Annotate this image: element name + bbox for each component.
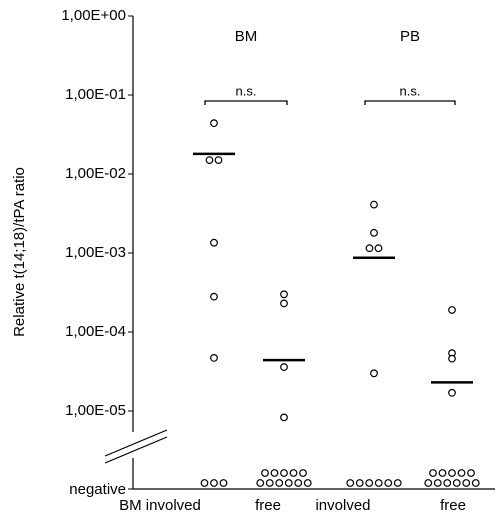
annotation: n.s.: [400, 83, 421, 98]
data-point: [280, 290, 288, 299]
negative-point: [219, 479, 228, 487]
negative-point: [433, 479, 442, 487]
data-point: [365, 244, 374, 253]
bracket: [204, 100, 288, 105]
data-point: [370, 228, 378, 237]
negative-point: [467, 469, 475, 477]
negative-point: [365, 479, 374, 487]
data-point: [210, 119, 218, 128]
axis-break: [104, 436, 168, 464]
negative-point: [429, 469, 437, 477]
y-axis-label: Relative t(14;18)/tPA ratio: [11, 167, 28, 337]
data-point: [214, 156, 223, 164]
negative-point: [355, 479, 364, 487]
negative-point: [448, 469, 456, 477]
negative-point: [384, 479, 393, 487]
negative-point: [443, 479, 452, 487]
x-tick-label: involved: [315, 497, 370, 514]
negative-point: [471, 479, 480, 487]
axis-break: [104, 429, 168, 457]
negative-point: [393, 479, 402, 487]
negative-point: [424, 479, 433, 487]
y-tick-label: 1,00E-04: [65, 323, 126, 340]
data-point: [448, 388, 456, 397]
y-tick-label: 1,00E+00: [61, 7, 126, 24]
negative-point: [280, 469, 288, 477]
data-point: [280, 299, 288, 308]
negative-point: [299, 469, 307, 477]
negative-point: [462, 479, 471, 487]
data-point: [370, 369, 378, 378]
negative-point: [457, 469, 466, 477]
data-point: [205, 156, 214, 164]
annotation: n.s.: [236, 83, 257, 98]
negative-point: [256, 479, 265, 487]
negative-point: [289, 469, 298, 477]
y-tick-label: 1,00E-01: [65, 86, 126, 103]
negative-point: [303, 479, 312, 487]
y-tick-label: 1,00E-02: [65, 165, 126, 182]
bracket: [364, 100, 456, 105]
negative-point: [261, 469, 269, 477]
group-label: PB: [400, 28, 420, 45]
negative-point: [270, 469, 279, 477]
x-tick-label: BM involved: [119, 497, 201, 514]
x-tick-label: free: [440, 497, 466, 514]
y-tick-label: 1,00E-03: [65, 244, 126, 261]
negative-point: [346, 479, 355, 487]
negative-point: [275, 479, 284, 487]
y-tick-label: 1,00E-05: [65, 402, 126, 419]
data-point: [210, 238, 218, 247]
group-label: BM: [235, 28, 258, 45]
data-point: [280, 413, 288, 422]
data-point: [210, 292, 218, 301]
data-point: [448, 354, 456, 363]
negative-point: [265, 479, 274, 487]
negative-point: [200, 479, 209, 487]
x-tick-label: free: [255, 497, 281, 514]
data-point: [280, 363, 288, 371]
data-point: [210, 354, 218, 362]
negative-point: [284, 479, 293, 487]
negative-point: [452, 479, 461, 487]
data-point: [448, 306, 456, 314]
negative-point: [438, 469, 447, 477]
data-point: [374, 244, 383, 253]
negative-point: [210, 479, 218, 487]
negative-label: negative: [69, 481, 126, 498]
negative-point: [294, 479, 303, 487]
data-point: [370, 200, 378, 209]
negative-point: [374, 479, 383, 487]
